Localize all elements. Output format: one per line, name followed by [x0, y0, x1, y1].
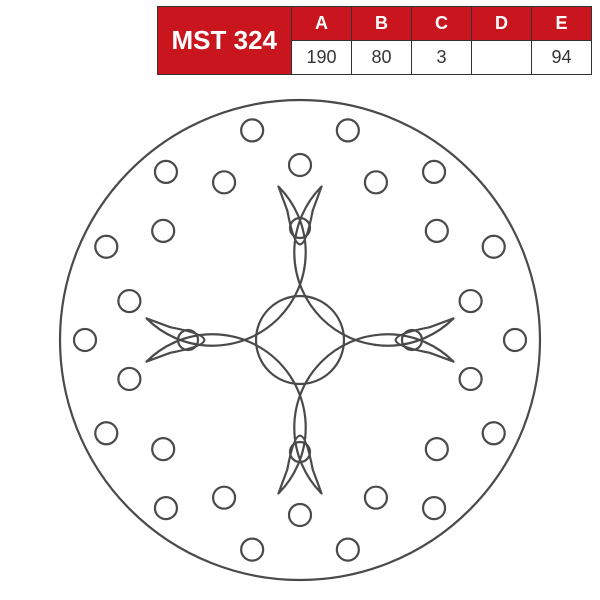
- brake-disc-diagram: [50, 90, 550, 590]
- part-title: MST 324: [157, 7, 292, 75]
- spec-value-b: 80: [352, 41, 412, 75]
- spec-header-e: E: [532, 7, 592, 41]
- spec-value-a: 190: [292, 41, 352, 75]
- spec-header-b: B: [352, 7, 412, 41]
- spec-value-c: 3: [412, 41, 472, 75]
- spec-header-a: A: [292, 7, 352, 41]
- spec-table: MST 324 A B C D E 190 80 3 94: [157, 6, 593, 75]
- spec-value-d: [472, 41, 532, 75]
- spec-value-e: 94: [532, 41, 592, 75]
- spec-header-c: C: [412, 7, 472, 41]
- spec-header-d: D: [472, 7, 532, 41]
